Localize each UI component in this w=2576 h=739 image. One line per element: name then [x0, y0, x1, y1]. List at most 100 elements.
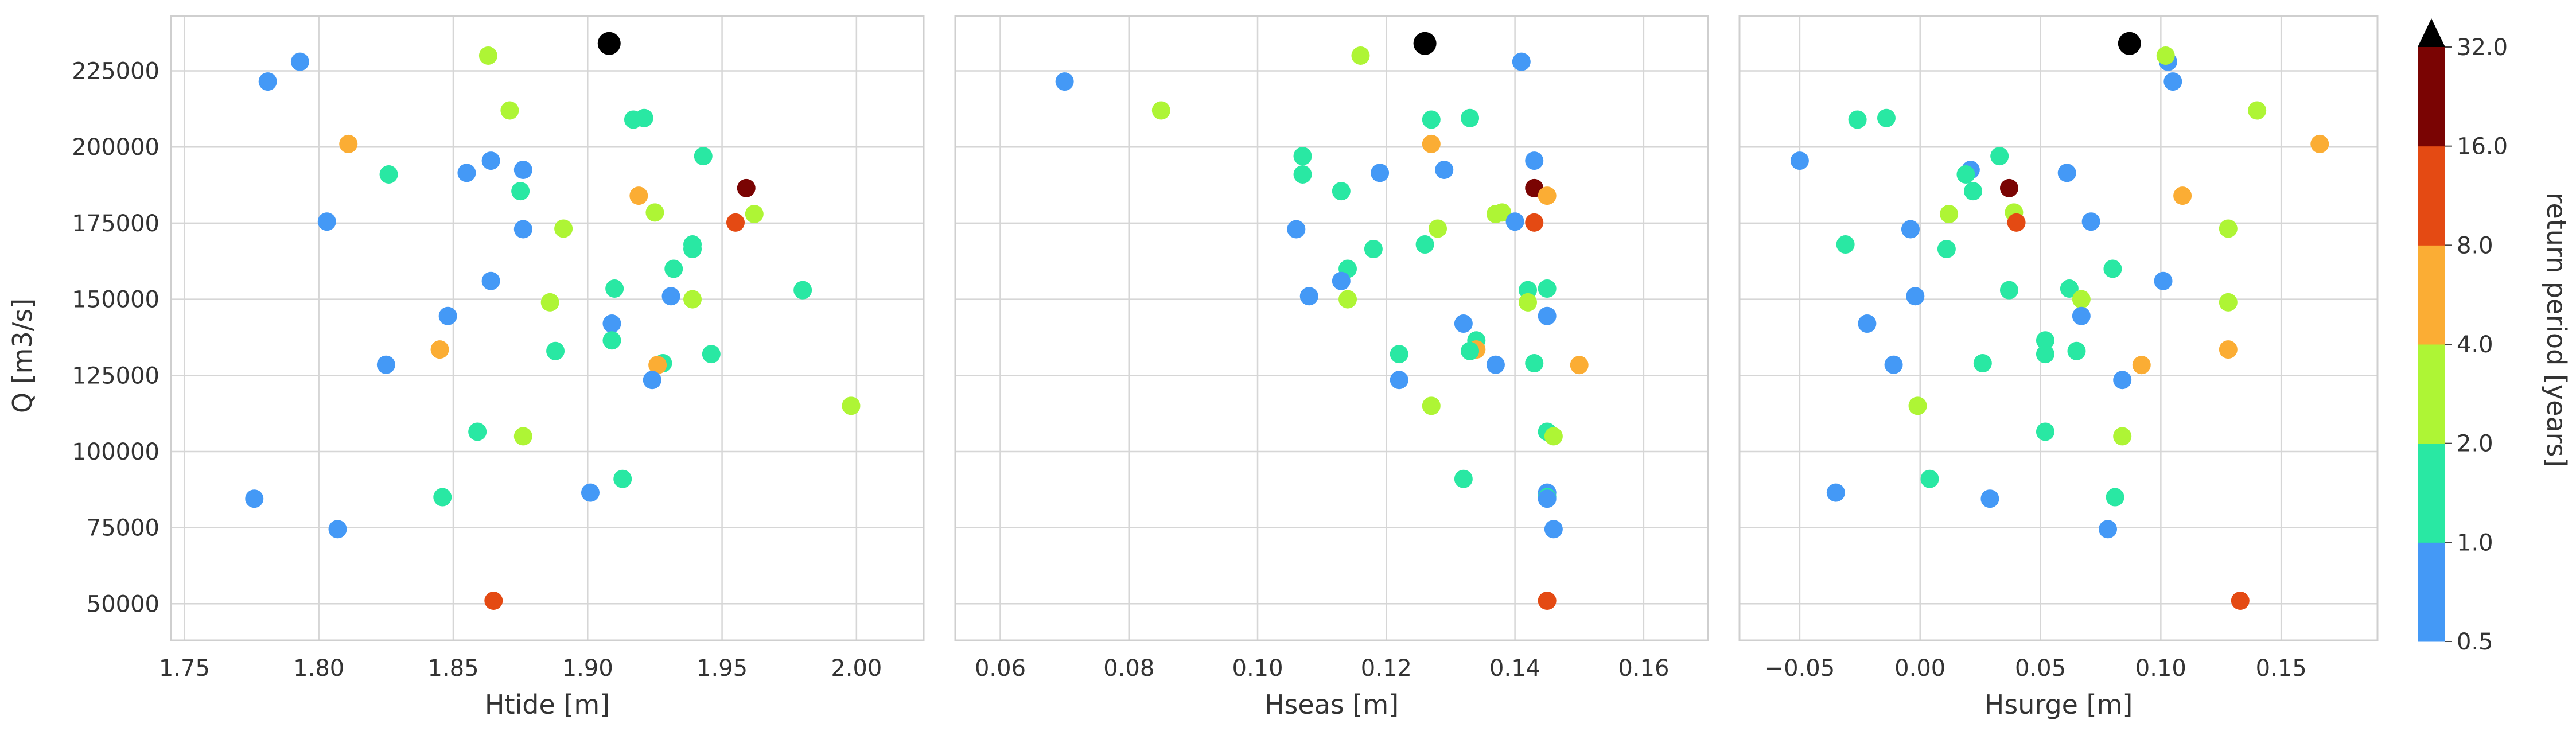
colorbar-segment — [2418, 47, 2445, 147]
colorbar-tick-label: 4.0 — [2457, 332, 2493, 358]
data-point — [245, 489, 264, 508]
data-point — [1544, 427, 1563, 446]
data-point — [2219, 340, 2238, 359]
colorbar-extend-arrow — [2418, 18, 2445, 47]
x-tick-label: 0.05 — [2015, 655, 2066, 682]
data-point — [1538, 279, 1557, 298]
data-point — [1980, 489, 1999, 508]
y-axis: Q [m3/s] 50000 75000 100000 125000 150000 175… — [7, 59, 159, 618]
data-point — [1429, 219, 1447, 238]
data-point — [842, 396, 861, 415]
data-point — [1287, 220, 1306, 239]
data-point — [1940, 204, 1959, 223]
x-tick-label: 0.10 — [2135, 655, 2186, 682]
data-point — [554, 219, 573, 238]
data-point — [2154, 271, 2173, 290]
y-tick-label: 100000 — [72, 439, 159, 465]
data-point — [1538, 306, 1557, 325]
data-point — [481, 151, 500, 170]
data-point — [2099, 520, 2118, 539]
data-point — [500, 101, 519, 120]
data-point — [1519, 293, 1538, 312]
data-point — [2156, 46, 2175, 65]
data-point — [2163, 72, 2182, 91]
x-axis-label: Hsurge [m] — [1984, 689, 2133, 720]
data-point — [726, 213, 745, 232]
colorbar-tick-label: 2.0 — [2457, 431, 2493, 457]
data-point — [1332, 271, 1351, 290]
x-tick-label: 0.12 — [1361, 655, 1412, 682]
data-point — [581, 483, 600, 502]
data-point — [613, 469, 632, 488]
data-point — [1390, 345, 1408, 364]
data-point — [694, 147, 713, 166]
colorbar-tick-label: 1.0 — [2457, 530, 2493, 556]
data-point — [258, 72, 277, 91]
data-point — [1371, 164, 1390, 182]
data-point — [648, 356, 667, 375]
data-point — [376, 355, 395, 374]
data-point — [2036, 345, 2054, 364]
data-point — [1435, 161, 1454, 180]
colorbar-segment — [2418, 146, 2445, 246]
x-tick-label: 1.75 — [159, 655, 210, 682]
data-point — [661, 287, 680, 306]
data-point — [2231, 592, 2250, 610]
data-point — [1415, 235, 1434, 254]
data-point — [2072, 306, 2091, 325]
data-point — [1570, 356, 1589, 375]
data-point — [1390, 371, 1408, 390]
data-point — [2219, 219, 2238, 238]
data-point — [2072, 290, 2091, 309]
data-point — [1461, 108, 1480, 127]
colorbar-tick-label: 0.5 — [2457, 629, 2493, 655]
data-point — [1422, 134, 1441, 153]
data-point — [1364, 240, 1383, 259]
data-point — [481, 271, 500, 290]
data-point — [1858, 314, 1877, 333]
panel-hseas: 0.06 0.08 0.10 0.12 0.14 0.16 Hseas [m] — [954, 15, 1709, 720]
x-tick-label: 0.00 — [1894, 655, 1945, 682]
data-point — [664, 259, 683, 278]
data-point — [1332, 182, 1351, 201]
colorbar-tick-label: 8.0 — [2457, 232, 2493, 259]
data-point — [683, 290, 702, 309]
data-point — [602, 314, 621, 333]
colorbar: return period [years] 0.5 1.0 2.0 4.0 8.0 16.… — [2418, 18, 2572, 655]
data-point — [1422, 110, 1441, 129]
data-point — [2219, 293, 2238, 312]
data-point — [2103, 259, 2122, 278]
data-point — [1454, 314, 1473, 333]
data-point — [643, 371, 661, 390]
data-point — [546, 341, 565, 360]
data-point — [1454, 469, 1473, 488]
colorbar-tick-label: 32.0 — [2457, 34, 2508, 61]
data-point — [478, 46, 497, 65]
data-point — [702, 345, 721, 364]
x-tick-label: −0.05 — [1765, 655, 1835, 682]
data-point — [513, 220, 532, 239]
data-point — [745, 204, 764, 223]
data-point-max-event — [597, 32, 621, 55]
panel-hsurge: −0.05 0.00 0.05 0.10 0.15 Hsurge [m] — [1738, 15, 2379, 720]
data-point — [2132, 356, 2151, 375]
data-point — [2248, 101, 2267, 120]
data-point — [2173, 186, 2192, 205]
data-point — [1486, 204, 1505, 223]
data-point — [1999, 178, 2018, 197]
data-point — [1538, 592, 1557, 610]
data-point — [1920, 469, 1939, 488]
x-tick-label: 0.10 — [1232, 655, 1283, 682]
data-point — [1908, 396, 1927, 415]
x-tick-label: 0.16 — [1618, 655, 1669, 682]
x-tick-label: 0.08 — [1103, 655, 1154, 682]
data-point — [433, 488, 452, 507]
x-axis-label: Hseas [m] — [1264, 689, 1399, 720]
y-tick-label: 150000 — [72, 287, 159, 313]
colorbar-tick-label: 16.0 — [2457, 134, 2508, 160]
x-tick-label: 1.85 — [427, 655, 478, 682]
data-point — [1338, 290, 1357, 309]
y-tick-label: 175000 — [72, 211, 159, 237]
data-point — [1999, 281, 2018, 300]
